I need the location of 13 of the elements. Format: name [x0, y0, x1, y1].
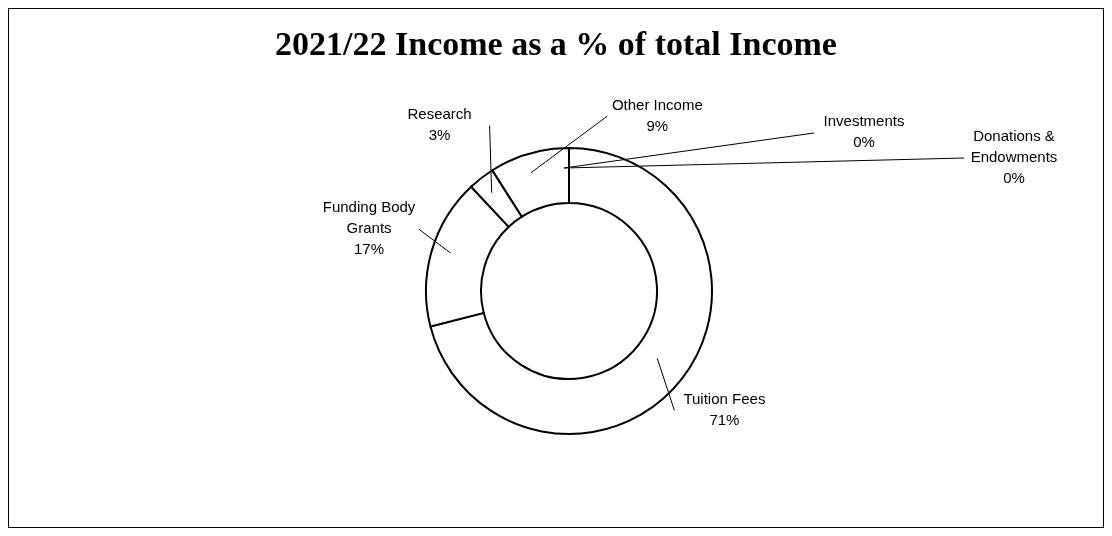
data-label: 17% — [354, 240, 385, 258]
category-label: Donations & Endowments — [970, 126, 1058, 165]
slice-label: Tuition Fees — [683, 389, 766, 407]
text: 0% — [853, 133, 875, 151]
data-label: 71% — [709, 410, 740, 428]
text: 0% — [1003, 168, 1025, 186]
slice-label: Research — [407, 105, 472, 123]
slice-label: Funding Body Grants — [322, 198, 416, 237]
chart-title: 2021/22 Income as a % of total Income — [274, 24, 838, 64]
data-label: 9% — [646, 116, 669, 134]
category-label: Investments — [823, 112, 905, 130]
slice-label: Other Income — [611, 95, 703, 113]
data-label: 3% — [428, 126, 451, 144]
